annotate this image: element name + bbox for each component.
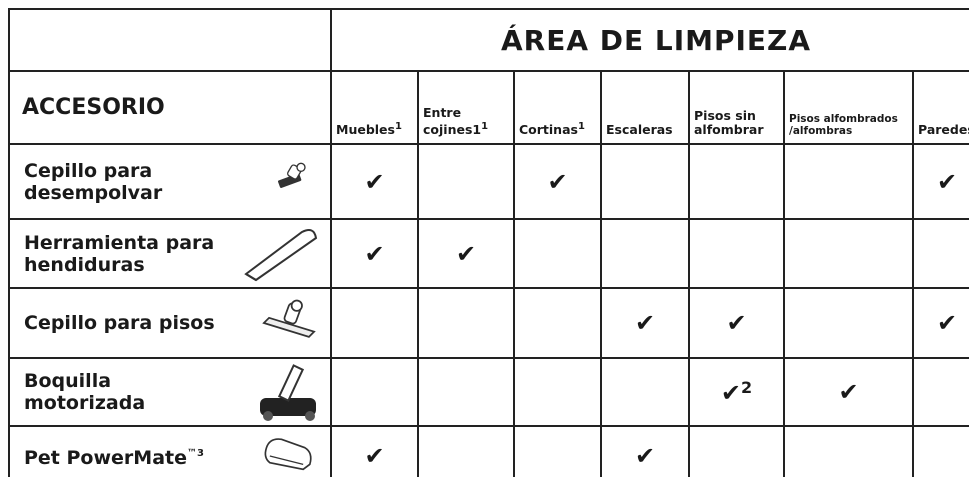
- row: Cepillo para desempolvar ✔ ✔ ✔: [8, 143, 969, 220]
- column-header: Pisos alfombrados /alfombras: [783, 70, 914, 145]
- check-cell: [911, 425, 969, 477]
- check-cell: [600, 357, 690, 427]
- check-cell: ✔: [911, 287, 969, 359]
- accessory-name: Cepillo para pisos: [8, 287, 332, 359]
- column-header: Cortinas1: [513, 70, 602, 145]
- check-cell: ✔: [783, 357, 914, 427]
- area-title: ÁREA DE LIMPIEZA: [329, 8, 969, 72]
- check-cell: [688, 143, 785, 220]
- column-label: Escaleras: [606, 122, 673, 137]
- check-cell: ✔: [330, 425, 419, 477]
- accessory-label: Pet PowerMate: [24, 446, 187, 469]
- accessory-label: Cepillo para desempolvar: [24, 159, 163, 204]
- accessory-name: Boquilla motorizada: [8, 357, 332, 427]
- check-cell: [417, 425, 515, 477]
- check-cell: [688, 425, 785, 477]
- column-header: Muebles1: [330, 70, 419, 145]
- check-cell: ✔: [417, 218, 515, 289]
- check-cell: [783, 143, 914, 220]
- check-mark: ✔: [726, 309, 747, 337]
- check-cell: [783, 218, 914, 289]
- check-cell: [783, 287, 914, 359]
- accessory-name: Cepillo para desempolvar: [8, 143, 332, 220]
- check-mark: ✔: [455, 239, 477, 268]
- check-cell: [330, 357, 419, 427]
- accessory-name: Pet PowerMate™3: [8, 425, 332, 477]
- column-label: Entre cojines1: [423, 104, 482, 137]
- column-label: Paredes: [918, 122, 969, 137]
- check-cell: ✔: [600, 425, 690, 477]
- row: Herramienta para hendiduras ✔ ✔: [8, 218, 969, 289]
- row: Pet PowerMate™3 ✔ ✔: [8, 425, 969, 477]
- accessory-table: ÁREA DE LIMPIEZA ACCESORIO Muebles1 Entre…: [8, 8, 969, 477]
- check-cell: ✔: [330, 218, 419, 289]
- accessory-label: Herramienta para hendiduras: [24, 231, 215, 276]
- column-label: Pisos alfombrados /alfombras: [789, 113, 898, 137]
- check-mark: ✔: [936, 167, 958, 196]
- accessory-icon: [278, 162, 306, 188]
- check-cell: ✔: [330, 143, 419, 220]
- check-cell: ✔: [911, 143, 969, 220]
- check-cell: [600, 218, 690, 289]
- footnote-ref: ™3: [187, 448, 204, 460]
- check-cell: [330, 287, 419, 359]
- accessory-name: Herramienta para hendiduras: [8, 218, 332, 289]
- check-cell: [911, 218, 969, 289]
- check-mark: ✔: [720, 378, 741, 407]
- footnote-ref: 1: [481, 120, 489, 132]
- row: Cepillo para pisos ✔ ✔ ✔: [8, 287, 969, 359]
- column-header: Paredes: [911, 70, 969, 145]
- table-wrap: ÁREA DE LIMPIEZA ACCESORIO Muebles1 Entre…: [8, 8, 969, 477]
- check-cell: [783, 425, 914, 477]
- column-label: Muebles: [336, 122, 395, 137]
- accessory-icon: [262, 299, 316, 338]
- column-header: Escaleras: [600, 70, 690, 145]
- check-cell: [911, 357, 969, 427]
- check-mark: ✔: [547, 167, 568, 196]
- check-cell: [417, 287, 515, 359]
- accessory-label: Cepillo para pisos: [24, 312, 215, 334]
- check-mark: ✔: [634, 309, 656, 337]
- check-cell: [417, 357, 515, 427]
- column-label: Cortinas: [519, 122, 578, 137]
- check-cell: ✔: [600, 287, 690, 359]
- footnote-ref: 1: [577, 120, 585, 132]
- check-mark: ✔: [936, 309, 958, 337]
- check-cell: [600, 143, 690, 220]
- accessory-icon: [264, 438, 312, 471]
- check-cell: ✔2: [688, 357, 785, 427]
- accessory-label: Boquilla motorizada: [24, 370, 146, 414]
- check-cell: [513, 425, 602, 477]
- check-cell: ✔: [513, 143, 602, 220]
- column-header: Pisos sin alfombrar: [688, 70, 785, 145]
- check-cell: [417, 143, 515, 220]
- check-mark: ✔: [634, 442, 656, 470]
- accessory-icon: [260, 364, 316, 421]
- footnote-ref: 2: [740, 377, 753, 397]
- accessory-icon: [244, 228, 318, 281]
- row-header: ACCESORIO: [8, 70, 332, 145]
- column-label: Pisos sin alfombrar: [694, 108, 764, 137]
- check-mark: ✔: [364, 167, 385, 196]
- footnote-ref: 1: [394, 120, 402, 132]
- check-mark: ✔: [838, 378, 859, 406]
- column-header: Entre cojines11: [417, 70, 515, 145]
- check-mark: ✔: [364, 442, 385, 470]
- check-cell: [513, 357, 602, 427]
- row: Boquilla motorizada ✔2 ✔: [8, 357, 969, 427]
- check-cell: [513, 287, 602, 359]
- check-cell: [513, 218, 602, 289]
- check-mark: ✔: [364, 239, 385, 268]
- check-cell: [688, 218, 785, 289]
- check-cell: ✔: [688, 287, 785, 359]
- blank-cell: [8, 8, 332, 72]
